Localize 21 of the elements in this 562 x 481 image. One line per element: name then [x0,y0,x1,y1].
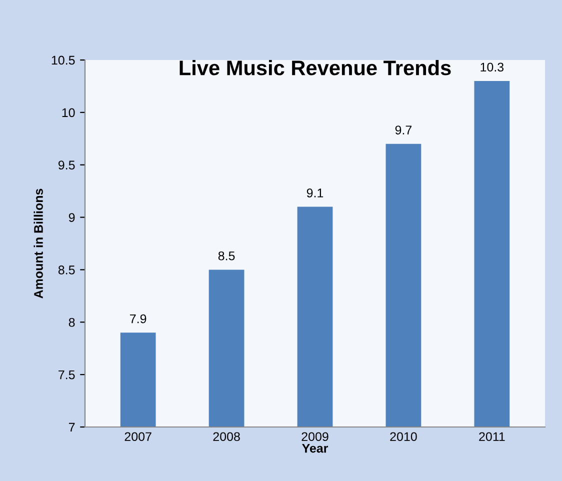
x-tick-label: 2010 [390,432,417,442]
data-label: 9.7 [395,126,412,134]
x-tick-label: 2011 [479,432,505,442]
data-label: 7.9 [130,314,146,324]
x-tick-label: 2008 [213,432,240,442]
y-tick-label: 7 [68,422,75,432]
y-tick-label: 9 [68,213,75,222]
data-label: 8.5 [218,251,235,260]
y-axis-title: Amount in Billions [34,188,43,298]
y-tick-label: 9.5 [58,160,75,170]
y-tick-label: 8.5 [58,266,75,274]
x-tick-label: 2009 [302,432,328,442]
data-label: 9.1 [306,188,324,198]
y-tick-label: 10.5 [52,56,75,65]
chart-title: Live Music Revenue Trends [180,60,451,76]
y-tick-label: 8 [68,318,75,327]
y-tick-label: 10 [62,108,75,118]
data-label: 10.3 [480,62,504,72]
x-axis-title: Year [302,444,328,453]
x-tick-label: 2007 [124,432,152,442]
y-tick-label: 7.5 [58,370,75,380]
